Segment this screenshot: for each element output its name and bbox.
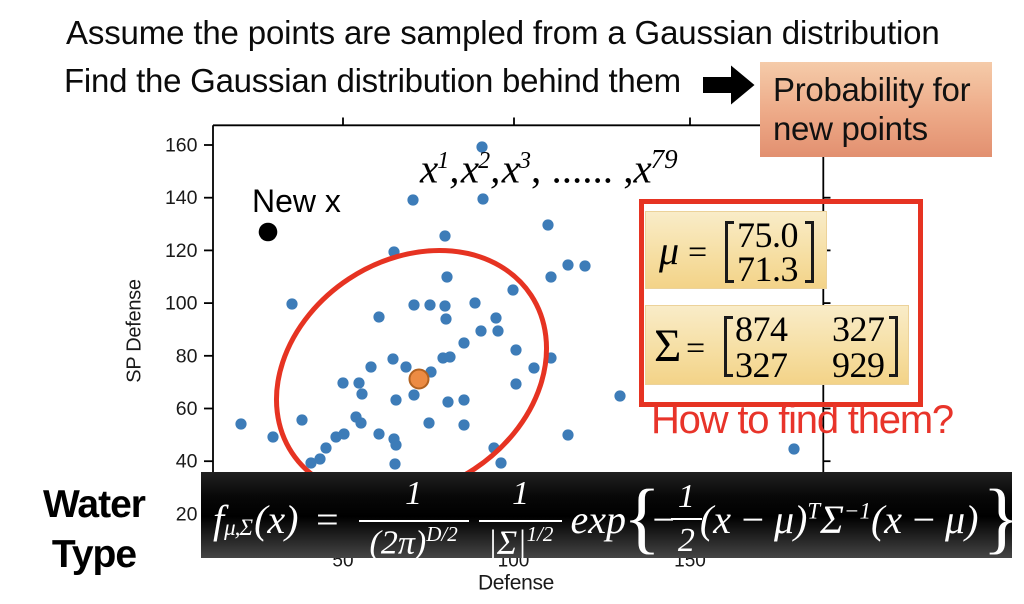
svg-text:80: 80 <box>176 345 198 367</box>
svg-text:160: 160 <box>165 135 198 157</box>
svg-text:120: 120 <box>165 240 198 262</box>
svg-text:SP Defense: SP Defense <box>124 279 146 383</box>
svg-text:40: 40 <box>176 451 198 473</box>
svg-text:60: 60 <box>176 398 198 420</box>
svg-text:140: 140 <box>165 187 198 209</box>
svg-text:100: 100 <box>165 293 198 315</box>
svg-text:20: 20 <box>176 503 198 525</box>
svg-text:Defense: Defense <box>478 572 554 595</box>
